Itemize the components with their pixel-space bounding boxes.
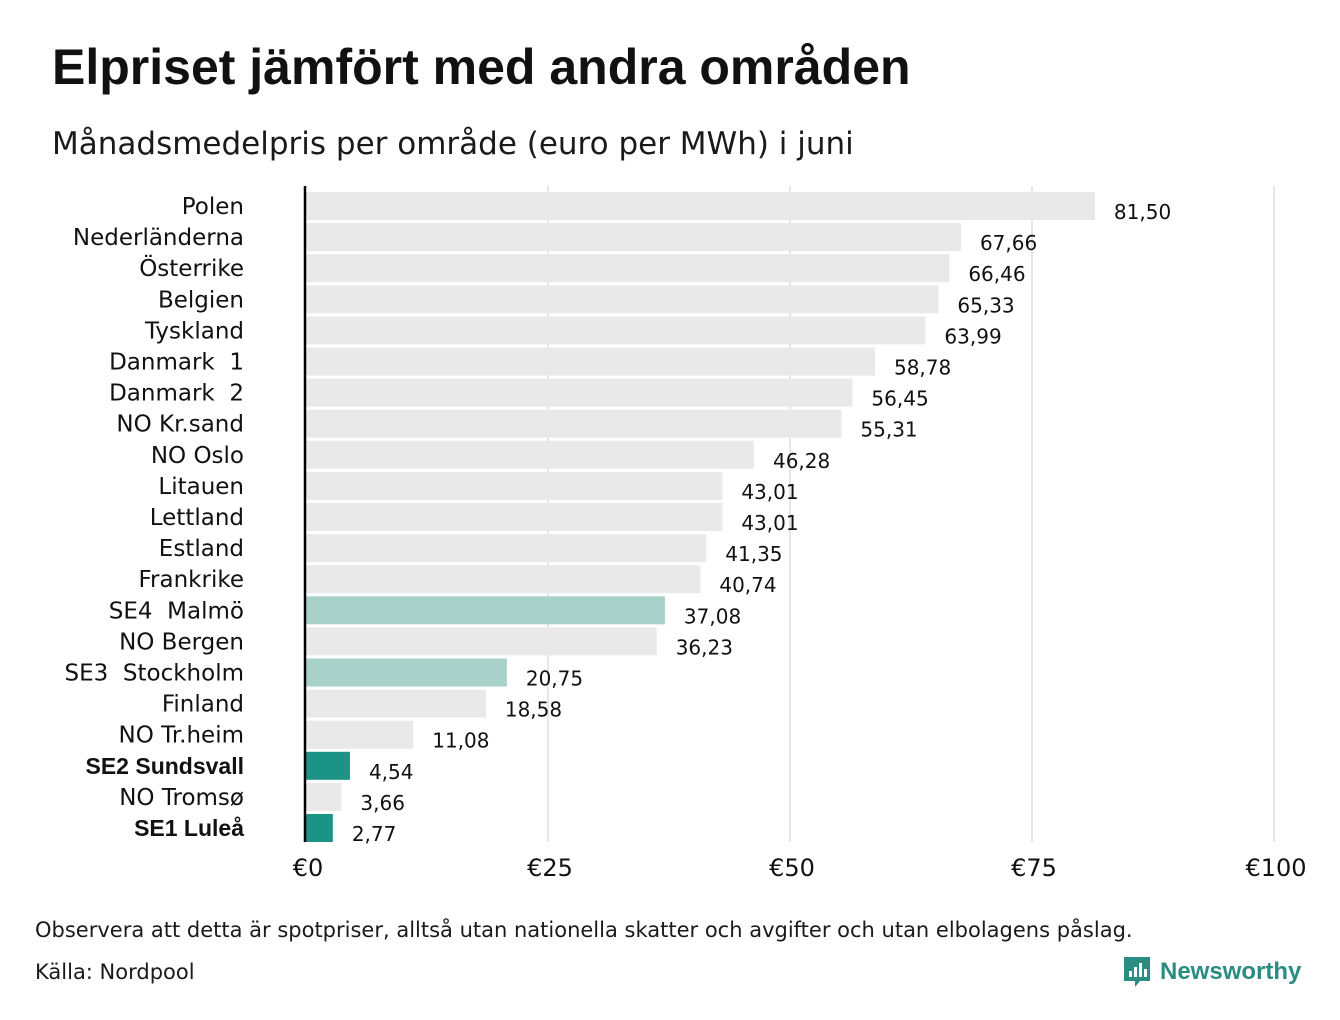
category-label: Estland	[159, 536, 244, 562]
value-label: 40,74	[719, 573, 776, 597]
category-label: SE3 Stockholm	[65, 661, 245, 687]
bar	[306, 782, 342, 811]
category-label: Polen	[182, 194, 244, 220]
bar	[306, 440, 754, 469]
category-label: SE2 Sundsvall	[85, 753, 244, 779]
bar	[306, 254, 950, 283]
value-label: 43,01	[741, 480, 798, 504]
value-label: 20,75	[526, 667, 583, 691]
value-label: 43,01	[741, 511, 798, 535]
bar-chart: Polen 81,50 Nederländerna 67,66 Österrike 66,…	[65, 186, 1307, 882]
bar	[306, 689, 486, 718]
value-label: 2,77	[352, 822, 397, 846]
bar	[306, 751, 350, 780]
x-tick-label: €0	[293, 854, 324, 882]
chart-title: Elpriset jämfört med andra områden	[52, 39, 911, 95]
value-label: 46,28	[773, 449, 830, 473]
bar	[306, 192, 1095, 220]
bar	[306, 596, 665, 625]
chart-subtitle: Månadsmedelpris per område (euro per MWh…	[52, 126, 854, 162]
brand-name: Newsworthy	[1160, 958, 1302, 985]
x-tick-label: €75	[1011, 854, 1057, 882]
category-label: Belgien	[158, 287, 244, 313]
bar	[306, 347, 875, 376]
category-label: NO Tromsø	[119, 785, 244, 811]
category-label: Österrike	[139, 254, 244, 282]
category-label: Lettland	[150, 505, 244, 531]
category-label: NO Bergen	[119, 629, 244, 655]
value-label: 11,08	[432, 729, 489, 753]
bar	[306, 565, 701, 594]
value-label: 58,78	[894, 356, 951, 380]
value-label: 67,66	[980, 231, 1037, 255]
category-label: Finland	[162, 692, 244, 718]
x-tick-label: €50	[769, 854, 815, 882]
category-label: Frankrike	[139, 567, 245, 593]
brand-logo: Newsworthy	[1122, 955, 1301, 989]
category-label: NO Tr.heim	[119, 723, 244, 749]
footnote: Observera att detta är spotpriser, allts…	[35, 918, 1133, 942]
value-label: 4,54	[369, 760, 414, 784]
bar	[306, 471, 723, 500]
category-label: Danmark 1	[109, 350, 244, 376]
bar	[306, 534, 707, 563]
value-label: 81,50	[1114, 200, 1171, 224]
newsworthy-logo-icon	[1124, 957, 1150, 987]
value-label: 65,33	[957, 293, 1014, 317]
category-label: SE1 Luleå	[134, 815, 244, 841]
category-label: NO Kr.sand	[116, 412, 244, 438]
bar	[306, 378, 853, 407]
value-label: 41,35	[725, 542, 782, 566]
value-label: 55,31	[860, 418, 917, 442]
bar	[306, 503, 723, 531]
category-label: Nederländerna	[73, 225, 244, 251]
category-label: Danmark 2	[109, 381, 244, 407]
bar	[306, 316, 926, 345]
category-label: SE4 Malmö	[109, 598, 244, 624]
bar	[306, 223, 961, 252]
category-label: NO Oslo	[151, 443, 244, 469]
value-label: 37,08	[684, 604, 741, 628]
bar	[306, 627, 657, 656]
value-label: 36,23	[676, 635, 733, 659]
category-label: Tyskland	[144, 318, 244, 344]
x-tick-label: €25	[527, 854, 573, 882]
source-note: Källa: Nordpool	[35, 960, 195, 984]
bar	[306, 720, 414, 749]
bar	[306, 285, 939, 314]
value-label: 3,66	[360, 791, 405, 815]
value-label: 63,99	[944, 324, 1001, 348]
x-tick-label: €100	[1245, 854, 1306, 882]
value-label: 18,58	[505, 698, 562, 722]
bar	[306, 814, 333, 842]
value-label: 66,46	[968, 262, 1025, 286]
category-label: Litauen	[158, 474, 244, 500]
bar	[306, 658, 507, 687]
value-label: 56,45	[871, 387, 928, 411]
bar	[306, 409, 842, 438]
